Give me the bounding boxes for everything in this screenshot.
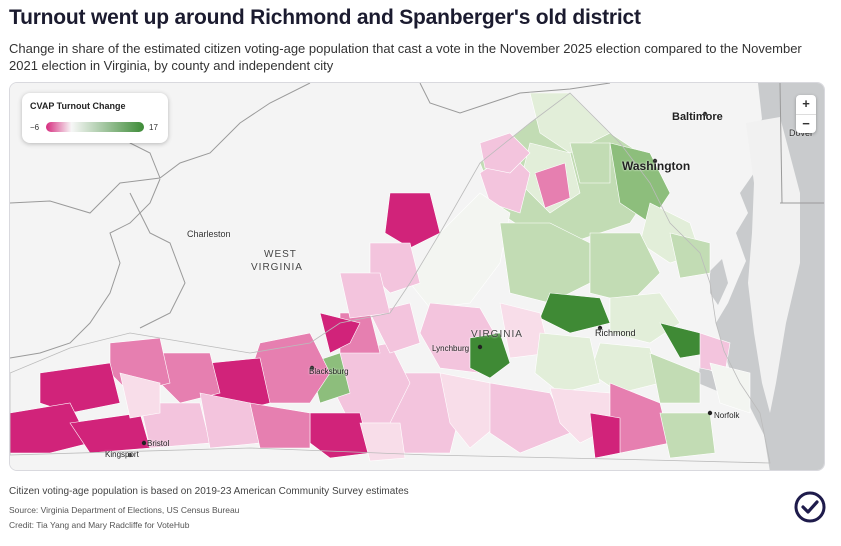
city-markers — [127, 111, 713, 458]
footer-note: Citizen voting-age population is based o… — [9, 486, 409, 497]
label-west-virginia-2: VIRGINIA — [251, 262, 303, 273]
map-panel[interactable]: Baltimore Dover Washington Charleston WE… — [9, 82, 825, 471]
legend-max-label: 17 — [149, 123, 158, 132]
state-borders — [10, 83, 824, 359]
label-lynchburg: Lynchburg — [432, 344, 470, 353]
page-title: Turnout went up around Richmond and Span… — [9, 6, 641, 29]
label-richmond: Richmond — [595, 328, 636, 338]
votehub-check-icon — [794, 491, 826, 523]
label-norfolk: Norfolk — [714, 411, 740, 420]
potomac-estuary — [710, 259, 728, 305]
page-subtitle: Change in share of the estimated citizen… — [9, 41, 802, 73]
legend-min-label: −6 — [30, 123, 40, 132]
map-legend: CVAP Turnout Change −6 17 — [22, 93, 168, 143]
virginia-counties — [10, 92, 751, 462]
label-dover: Dover — [789, 128, 814, 138]
label-washington: Washington — [622, 159, 691, 173]
label-charleston: Charleston — [187, 229, 231, 239]
map-canvas[interactable] — [10, 83, 825, 471]
label-baltimore: Baltimore — [672, 111, 723, 123]
label-virginia: VIRGINIA — [471, 329, 523, 340]
footer-source: Source: Virginia Department of Elections… — [9, 505, 240, 515]
virginia-outline — [10, 92, 771, 464]
zoom-out-button[interactable]: − — [796, 114, 816, 133]
label-west-virginia-1: WEST — [264, 249, 297, 260]
label-kingsport: Kingsport — [105, 450, 139, 459]
footer-credit: Credit: Tia Yang and Mary Radcliffe for … — [9, 520, 190, 530]
delmarva-peninsula — [746, 117, 800, 413]
zoom-controls: + − — [796, 95, 816, 133]
label-blacksburg: Blacksburg — [309, 367, 349, 376]
zoom-in-button[interactable]: + — [802, 96, 810, 111]
label-bristol: Bristol — [147, 439, 170, 448]
legend-color-ramp — [46, 122, 144, 132]
legend-title: CVAP Turnout Change — [30, 101, 126, 111]
